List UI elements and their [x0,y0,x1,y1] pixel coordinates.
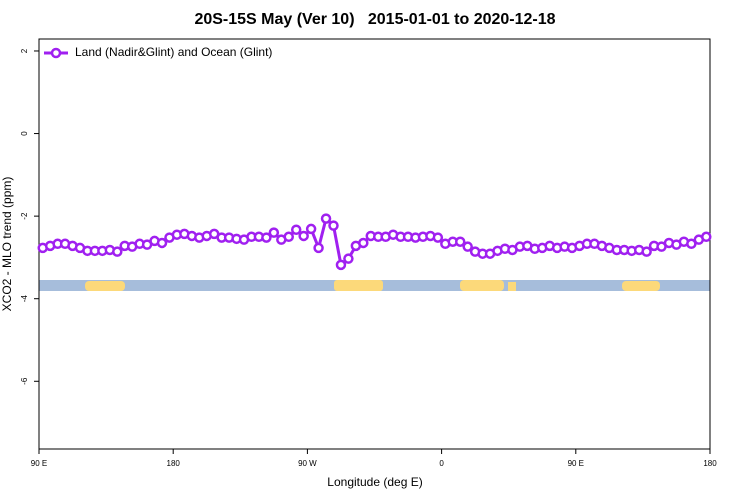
land-band [508,282,516,291]
chart-title: 20S-15S May (Ver 10) 2015-01-01 to 2020-… [194,11,555,28]
x-axis-label: Longitude (deg E) [327,475,422,489]
data-point [298,230,309,242]
y-tick-label: -6 [20,377,29,385]
data-point [320,213,332,224]
y-tick-label: 0 [20,131,29,136]
data-point [112,246,123,257]
data-point [462,241,473,252]
data-point [261,232,272,243]
land-band [460,280,504,291]
y-tick-label: -4 [20,295,29,303]
data-point [701,231,712,243]
data-point [283,231,295,243]
data-point [156,237,168,249]
plot-frame [38,38,711,450]
x-tick-label: 180 [167,459,181,468]
land-band [334,280,383,291]
data-point [305,223,317,235]
y-tick-label: -2 [20,212,29,220]
data-point [432,232,444,243]
data-point [641,246,652,257]
legend-label: Land (Nadir&Glint) and Ocean (Glint) [75,45,272,59]
data-point [686,238,697,250]
data-point [313,242,324,254]
x-tick-label: 180 [703,459,717,468]
data-point [290,224,302,236]
x-tick-label: 90 E [31,459,47,468]
data-point [268,227,280,238]
data-point [328,220,339,231]
x-tick-label: 90 W [298,459,317,468]
x-tick-label: 90 E [568,459,584,468]
legend-marker [50,47,62,59]
y-axis-label: XCO2 - MLO trend (ppm) [0,177,14,312]
land-band [622,281,660,291]
y-tick-label: 2 [20,48,29,53]
data-point [343,253,354,264]
x-tick-label: 0 [439,459,444,468]
data-point [358,237,369,249]
land-ocean-strip [39,280,710,291]
data-point [454,236,466,247]
data-point [335,259,347,271]
land-band [85,281,125,291]
